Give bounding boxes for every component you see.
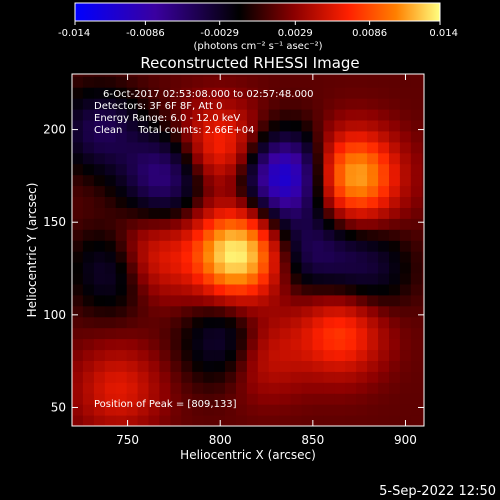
y-tick-label: 200: [43, 123, 66, 137]
x-tick-label: 750: [116, 433, 139, 447]
y-tick-label: 100: [43, 308, 66, 322]
colorbar-tick-label: -0.0029: [200, 28, 239, 39]
colorbar-tick-label: -0.0086: [126, 28, 165, 39]
peak-position-label: Position of Peak = [809,133]: [94, 399, 237, 410]
info-time: 6-Oct-2017 02:53:08.000 to 02:57:48.000: [103, 89, 314, 100]
colorbar-units: (photons cm⁻² s⁻¹ asec⁻²): [193, 41, 322, 52]
x-tick-label: 800: [209, 433, 232, 447]
y-tick-label: 50: [51, 400, 66, 414]
info-detectors: Detectors: 3F 6F 8F, Att 0: [94, 101, 222, 112]
x-tick-label: 850: [301, 433, 324, 447]
colorbar-tick-labels: -0.014 -0.0086 -0.0029 0.0029 0.0086 0.014: [58, 28, 458, 39]
heatmap-image: [72, 74, 424, 426]
info-block: 6-Oct-2017 02:53:08.000 to 02:57:48.000 …: [94, 89, 314, 136]
colorbar-ticks: [74, 21, 441, 25]
colorbar-tick-label: 0.014: [429, 28, 458, 39]
info-energy: Energy Range: 6.0 - 12.0 keV: [94, 113, 240, 124]
y-tick-label: 150: [43, 215, 66, 229]
x-tick-labels: 750 800 850 900: [116, 433, 417, 447]
chart-title: Reconstructed RHESSI Image: [140, 54, 359, 72]
y-tick-labels: 50 100 150 200: [43, 123, 66, 415]
x-tick-label: 900: [394, 433, 417, 447]
colorbar: [74, 2, 441, 22]
plot-frame: [71, 73, 425, 427]
info-counts: Clean Total counts: 2.66E+04: [94, 125, 254, 136]
colorbar-tick-label: 0.0086: [352, 28, 387, 39]
plot-timestamp: 5-Sep-2022 12:50: [379, 484, 496, 499]
x-axis-label: Heliocentric X (arcsec): [180, 448, 316, 462]
colorbar-tick-label: 0.0029: [278, 28, 313, 39]
y-axis-label: Heliocentric Y (arcsec): [25, 183, 39, 318]
colorbar-tick-label: -0.014: [58, 28, 90, 39]
axis-ticks: [72, 74, 424, 426]
